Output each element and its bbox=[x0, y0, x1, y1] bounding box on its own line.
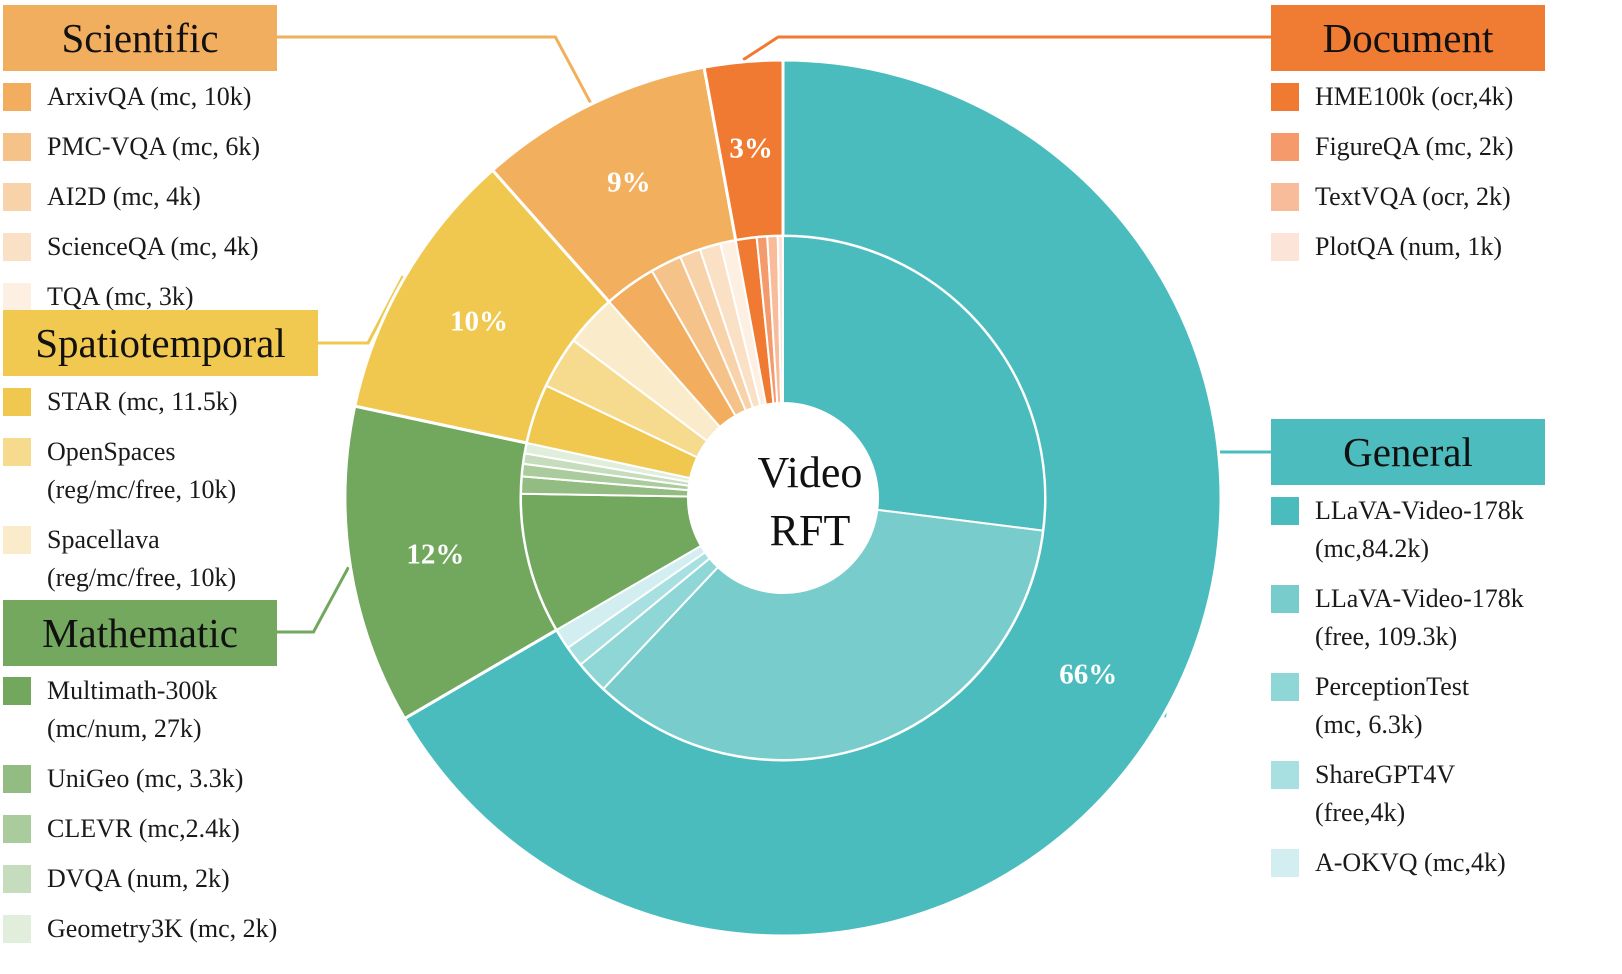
legend-item: Spacellava (reg/mc/free, 10k) bbox=[3, 521, 238, 597]
percent-label-spatiotemporal: 10% bbox=[450, 305, 508, 337]
legend-item: HME100k (ocr,4k) bbox=[1271, 78, 1514, 116]
legend-item: DVQA (num, 2k) bbox=[3, 860, 277, 898]
legend-label: LLaVA-Video-178k (free, 109.3k) bbox=[1315, 584, 1524, 651]
legend-document: HME100k (ocr,4k) FigureQA (mc, 2k) TextVQA… bbox=[1271, 78, 1514, 278]
category-title-spatiotemporal: Spatiotemporal bbox=[35, 320, 286, 366]
category-title-scientific: Scientific bbox=[61, 15, 219, 61]
legend-swatch bbox=[3, 865, 31, 893]
legend-item: PerceptionTest (mc, 6.3k) bbox=[1271, 668, 1524, 744]
category-box-mathematic: Mathematic bbox=[3, 600, 277, 666]
category-box-general: General bbox=[1271, 419, 1545, 485]
legend-swatch bbox=[1271, 233, 1299, 261]
legend-item: TQA (mc, 3k) bbox=[3, 278, 260, 316]
legend-label: AI2D (mc, 4k) bbox=[47, 182, 201, 211]
leader-line-mathematic bbox=[277, 566, 350, 634]
inner-slice-general-1 bbox=[782, 234, 1046, 532]
legend-item: OpenSpaces (reg/mc/free, 10k) bbox=[3, 433, 238, 509]
center-label-line-2: RFT bbox=[769, 506, 851, 555]
percent-label-mathematic: 12% bbox=[406, 538, 464, 570]
legend-label: Spacellava (reg/mc/free, 10k) bbox=[47, 525, 237, 592]
legend-label: DVQA (num, 2k) bbox=[47, 864, 230, 893]
legend-swatch bbox=[1271, 83, 1299, 111]
legend-label: ScienceQA (mc, 4k) bbox=[47, 232, 259, 261]
legend-label: HME100k (ocr,4k) bbox=[1315, 82, 1514, 111]
legend-swatch bbox=[1271, 673, 1299, 701]
legend-item: ScienceQA (mc, 4k) bbox=[3, 228, 260, 266]
legend-scientific: ArxivQA (mc, 10k) PMC-VQA (mc, 6k) AI2D (m… bbox=[3, 78, 260, 328]
percent-labels: 66% 12% 10% 9% 3% bbox=[406, 132, 1117, 690]
legend-swatch bbox=[3, 815, 31, 843]
leader-line-spatiotemporal bbox=[318, 275, 405, 345]
legend-swatch bbox=[3, 183, 31, 211]
leader-line-document bbox=[742, 35, 1271, 62]
legend-swatch bbox=[3, 677, 31, 705]
legend-swatch bbox=[3, 526, 31, 554]
legend-item: A-OKVQ (mc,4k) bbox=[1271, 844, 1524, 882]
legend-label: PerceptionTest (mc, 6.3k) bbox=[1315, 672, 1470, 739]
legend-item: Multimath-300k (mc/num, 27k) bbox=[3, 672, 277, 748]
category-title-mathematic: Mathematic bbox=[42, 610, 238, 656]
percent-label-scientific: 9% bbox=[607, 167, 651, 199]
legend-label: TextVQA (ocr, 2k) bbox=[1315, 182, 1511, 211]
legend-swatch bbox=[1271, 183, 1299, 211]
legend-swatch bbox=[3, 915, 31, 943]
legend-swatch bbox=[3, 438, 31, 466]
outer-ring bbox=[343, 58, 1223, 938]
legend-swatch bbox=[1271, 497, 1299, 525]
category-box-scientific: Scientific bbox=[3, 5, 277, 71]
legend-swatch bbox=[1271, 761, 1299, 789]
category-box-document: Document bbox=[1271, 5, 1545, 71]
center-label: Video RFT bbox=[720, 444, 900, 560]
legend-label: FigureQA (mc, 2k) bbox=[1315, 132, 1514, 161]
legend-item: UniGeo (mc, 3.3k) bbox=[3, 760, 277, 798]
legend-label: A-OKVQ (mc,4k) bbox=[1315, 848, 1506, 877]
legend-label: PMC-VQA (mc, 6k) bbox=[47, 132, 261, 161]
category-title-document: Document bbox=[1322, 15, 1494, 61]
legend-label: OpenSpaces (reg/mc/free, 10k) bbox=[47, 437, 237, 504]
legend-label: ShareGPT4V (free,4k) bbox=[1315, 760, 1456, 827]
legend-item: PlotQA (num, 1k) bbox=[1271, 228, 1514, 266]
legend-label: Multimath-300k (mc/num, 27k) bbox=[47, 676, 218, 743]
legend-item: Geometry3K (mc, 2k) bbox=[3, 910, 277, 948]
legend-item: AI2D (mc, 4k) bbox=[3, 178, 260, 216]
legend-item: PMC-VQA (mc, 6k) bbox=[3, 128, 260, 166]
legend-item: ArxivQA (mc, 10k) bbox=[3, 78, 260, 116]
legend-swatch bbox=[3, 83, 31, 111]
legend-label: STAR (mc, 11.5k) bbox=[47, 387, 238, 416]
legend-label: TQA (mc, 3k) bbox=[47, 282, 194, 311]
legend-spatiotemporal: STAR (mc, 11.5k) OpenSpaces (reg/mc/free,… bbox=[3, 383, 238, 609]
legend-swatch bbox=[1271, 849, 1299, 877]
legend-swatch bbox=[3, 283, 31, 311]
inner-slice-document-4 bbox=[776, 234, 784, 405]
legend-label: LLaVA-Video-178k (mc,84.2k) bbox=[1315, 496, 1524, 563]
legend-swatch bbox=[1271, 585, 1299, 613]
legend-item: STAR (mc, 11.5k) bbox=[3, 383, 238, 421]
legend-item: CLEVR (mc,2.4k) bbox=[3, 810, 277, 848]
leader-line-scientific bbox=[277, 35, 592, 104]
legend-label: ArxivQA (mc, 10k) bbox=[47, 82, 252, 111]
legend-swatch bbox=[3, 765, 31, 793]
legend-swatch bbox=[3, 133, 31, 161]
category-box-spatiotemporal: Spatiotemporal bbox=[3, 310, 318, 376]
percent-label-document: 3% bbox=[729, 132, 773, 164]
center-label-line-1: Video bbox=[757, 448, 863, 497]
legend-label: PlotQA (num, 1k) bbox=[1315, 232, 1503, 261]
legend-item: LLaVA-Video-178k (mc,84.2k) bbox=[1271, 492, 1524, 568]
legend-label: CLEVR (mc,2.4k) bbox=[47, 814, 240, 843]
legend-swatch bbox=[3, 388, 31, 416]
legend-item: LLaVA-Video-178k (free, 109.3k) bbox=[1271, 580, 1524, 656]
legend-label: UniGeo (mc, 3.3k) bbox=[47, 764, 244, 793]
legend-general: LLaVA-Video-178k (mc,84.2k) LLaVA-Video-1… bbox=[1271, 492, 1524, 894]
percent-label-general: 66% bbox=[1059, 658, 1117, 690]
category-title-general: General bbox=[1343, 429, 1473, 475]
legend-swatch bbox=[3, 233, 31, 261]
legend-swatch bbox=[1271, 133, 1299, 161]
legend-item: ShareGPT4V (free,4k) bbox=[1271, 756, 1524, 832]
legend-mathematic: Multimath-300k (mc/num, 27k) UniGeo (mc, … bbox=[3, 672, 277, 960]
legend-item: FigureQA (mc, 2k) bbox=[1271, 128, 1514, 166]
legend-item: TextVQA (ocr, 2k) bbox=[1271, 178, 1514, 216]
inner-ring bbox=[520, 234, 1046, 761]
legend-label: Geometry3K (mc, 2k) bbox=[47, 914, 278, 943]
